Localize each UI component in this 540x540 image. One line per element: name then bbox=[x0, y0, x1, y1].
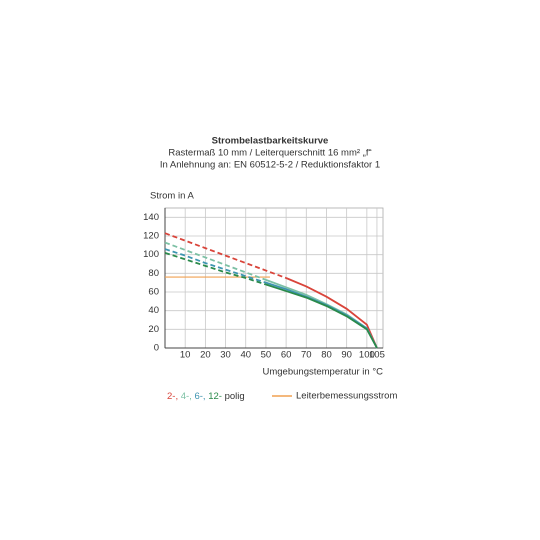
x-tick-label: 10 bbox=[180, 350, 191, 361]
chart-title: Strombelastbarkeitskurve bbox=[212, 136, 329, 147]
x-tick-label: 60 bbox=[281, 350, 292, 361]
series-line-dashed bbox=[164, 248, 267, 284]
series-line-dashed bbox=[164, 241, 267, 281]
y-tick-label: 40 bbox=[148, 305, 159, 316]
legend-entry: 2-, bbox=[167, 391, 178, 402]
legend-suffix: polig bbox=[225, 391, 245, 402]
y-tick-label: 60 bbox=[148, 287, 159, 298]
y-axis-label: Strom in A bbox=[150, 191, 194, 202]
x-tick-label: 20 bbox=[200, 350, 211, 361]
y-tick-label: 140 bbox=[143, 212, 159, 223]
plot-frame bbox=[164, 207, 384, 349]
y-tick-label: 120 bbox=[143, 231, 159, 242]
legend-entry: 4-, bbox=[181, 391, 192, 402]
series-line-dashed bbox=[164, 232, 287, 279]
x-tick-label: 105 bbox=[369, 350, 385, 361]
chart-subtitle: Rastermaß 10 mm / Leiterquerschnitt 16 m… bbox=[168, 148, 371, 159]
series-line bbox=[265, 283, 378, 349]
series-line bbox=[285, 277, 378, 349]
series-line bbox=[265, 281, 378, 349]
legend-entry: Leiterbemessungsstrom bbox=[296, 391, 397, 402]
y-tick-label: 0 bbox=[154, 343, 159, 354]
y-tick-label: 100 bbox=[143, 249, 159, 260]
y-tick-label: 20 bbox=[148, 324, 159, 335]
x-axis-label: Umgebungstemperatur in °C bbox=[263, 367, 384, 378]
legend-entry: 12- bbox=[208, 391, 222, 402]
series-line-dashed bbox=[164, 251, 267, 286]
x-tick-label: 30 bbox=[220, 350, 231, 361]
x-tick-label: 50 bbox=[261, 350, 272, 361]
legend: 2-, 4-, 6-, 12- polig bbox=[167, 391, 245, 402]
x-tick-label: 80 bbox=[321, 350, 332, 361]
legend-entry: 6-, bbox=[194, 391, 205, 402]
x-tick-label: 40 bbox=[240, 350, 251, 361]
x-tick-label: 70 bbox=[301, 350, 312, 361]
x-tick-label: 100 bbox=[359, 350, 375, 361]
y-tick-label: 80 bbox=[148, 268, 159, 279]
chart-subtitle: In Anlehnung an: EN 60512-5-2 / Reduktio… bbox=[160, 160, 380, 171]
x-tick-label: 90 bbox=[341, 350, 352, 361]
